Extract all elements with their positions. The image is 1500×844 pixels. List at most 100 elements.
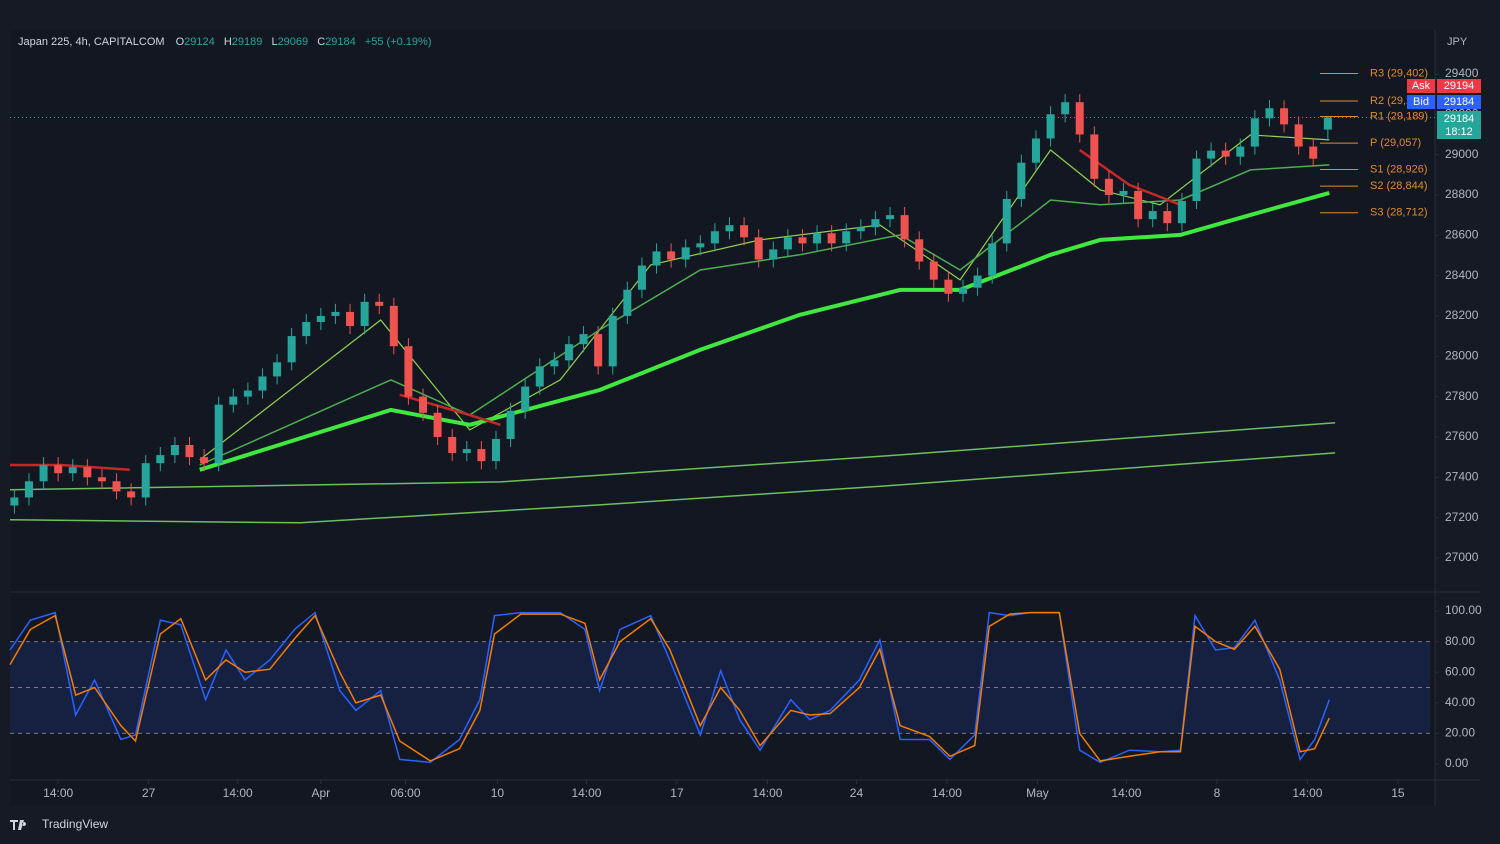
candle-body <box>988 243 997 276</box>
header: Japan 225, 4h, CAPITALCOM O29124 H29189 … <box>18 36 437 48</box>
y-tick-label: 20.00 <box>1445 726 1475 740</box>
x-tick-label: 14:00 <box>752 786 782 800</box>
pivot-label: P (29,057) <box>1370 137 1421 149</box>
candle-body <box>141 463 150 498</box>
x-tick-label: 27 <box>142 786 156 800</box>
candle-body <box>1002 198 1011 244</box>
ask-label: Ask <box>1412 80 1431 92</box>
candle-body <box>652 251 661 266</box>
candle-body <box>491 438 500 462</box>
pivot-label: R1 (29,189) <box>1370 110 1428 122</box>
candle-body <box>1236 146 1245 157</box>
candle-body <box>462 449 471 454</box>
candle-body <box>1207 150 1216 159</box>
y-tick-label: 40.00 <box>1445 695 1475 709</box>
candle-body <box>214 404 223 464</box>
candle-body <box>170 445 179 456</box>
y-tick-label: 28400 <box>1445 268 1479 282</box>
candle-body <box>944 279 953 294</box>
candle-body <box>710 231 719 244</box>
moving-average <box>9 452 1336 524</box>
moving-average <box>199 134 1330 461</box>
candle-body <box>1075 102 1084 135</box>
candle-body <box>273 362 282 377</box>
candle-body <box>1046 114 1055 139</box>
ask-value: 29194 <box>1444 80 1475 92</box>
candle-body <box>54 465 63 474</box>
x-tick-label: Apr <box>312 786 331 800</box>
ohlc-value: 29124 <box>184 36 215 48</box>
candle-body <box>1134 190 1143 220</box>
x-tick-label: 10 <box>491 786 505 800</box>
candle-body <box>243 390 252 397</box>
bid-value: 29184 <box>1444 96 1475 108</box>
x-tick-label: 24 <box>850 786 864 800</box>
candle-body <box>127 491 136 498</box>
bid-label: Bid <box>1413 96 1429 108</box>
candle-body <box>24 481 33 498</box>
candle-body <box>360 301 369 327</box>
bid-label-box <box>1407 95 1435 109</box>
y-tick-label: 28200 <box>1445 308 1479 322</box>
candle-body <box>667 251 676 260</box>
candle-body <box>10 497 19 506</box>
candle-body <box>185 445 194 458</box>
candle-body <box>112 481 121 492</box>
candle-body <box>1148 211 1157 220</box>
candle-body <box>798 237 807 244</box>
x-tick-label: 14:00 <box>43 786 73 800</box>
ohlc-label: L <box>271 36 278 48</box>
candle-body <box>200 457 209 464</box>
candle-body <box>958 287 967 294</box>
y-tick-label: 27800 <box>1445 389 1479 403</box>
candle-body <box>302 321 311 337</box>
candle-body <box>623 289 632 316</box>
change: +55 (+0.19%) <box>364 36 432 48</box>
moving-average <box>199 190 1330 472</box>
candle-body <box>156 455 165 464</box>
y-tick-label: 27400 <box>1445 469 1479 483</box>
candle-body <box>1294 124 1303 147</box>
x-tick-label: 14:00 <box>932 786 962 800</box>
candle-body <box>813 233 822 244</box>
pivot-label: S3 (28,712) <box>1370 207 1427 219</box>
countdown: 18:12 <box>1445 126 1473 138</box>
candle-body <box>1323 117 1332 130</box>
pivot-label: S2 (28,844) <box>1370 180 1427 192</box>
candle-body <box>973 275 982 288</box>
x-tick-label: May <box>1026 786 1049 800</box>
ohlc-label: C <box>317 36 326 48</box>
ask-label-box <box>1407 79 1435 93</box>
candle-body <box>550 360 559 367</box>
candle-body <box>696 243 705 248</box>
candle-body <box>1031 138 1040 163</box>
candle-body <box>871 219 880 228</box>
candle-body <box>346 311 355 327</box>
candle-body <box>97 477 106 482</box>
y-tick-label: 27200 <box>1445 510 1479 524</box>
candle-body <box>1192 158 1201 202</box>
candle-body <box>287 336 296 363</box>
pivot-label: S1 (28,926) <box>1370 163 1427 175</box>
candle-body <box>68 467 77 474</box>
candle-body <box>1061 102 1070 115</box>
last-box <box>1437 111 1481 139</box>
x-tick-label: 14:00 <box>571 786 601 800</box>
candle-body <box>1119 190 1128 195</box>
candle-body <box>856 227 865 232</box>
candle-body <box>915 239 924 262</box>
y-tick-label: 60.00 <box>1445 664 1475 678</box>
candle-body <box>1309 146 1318 159</box>
candle-body <box>725 225 734 232</box>
ask-box <box>1437 79 1481 93</box>
y-tick-label: 80.00 <box>1445 634 1475 648</box>
candle-body <box>433 412 442 437</box>
candle-body <box>754 237 763 260</box>
candle-body <box>1265 108 1274 119</box>
candle-body <box>1104 178 1113 195</box>
y-tick-label: 28600 <box>1445 227 1479 241</box>
candle-body <box>331 311 340 316</box>
candle-body <box>506 410 515 439</box>
